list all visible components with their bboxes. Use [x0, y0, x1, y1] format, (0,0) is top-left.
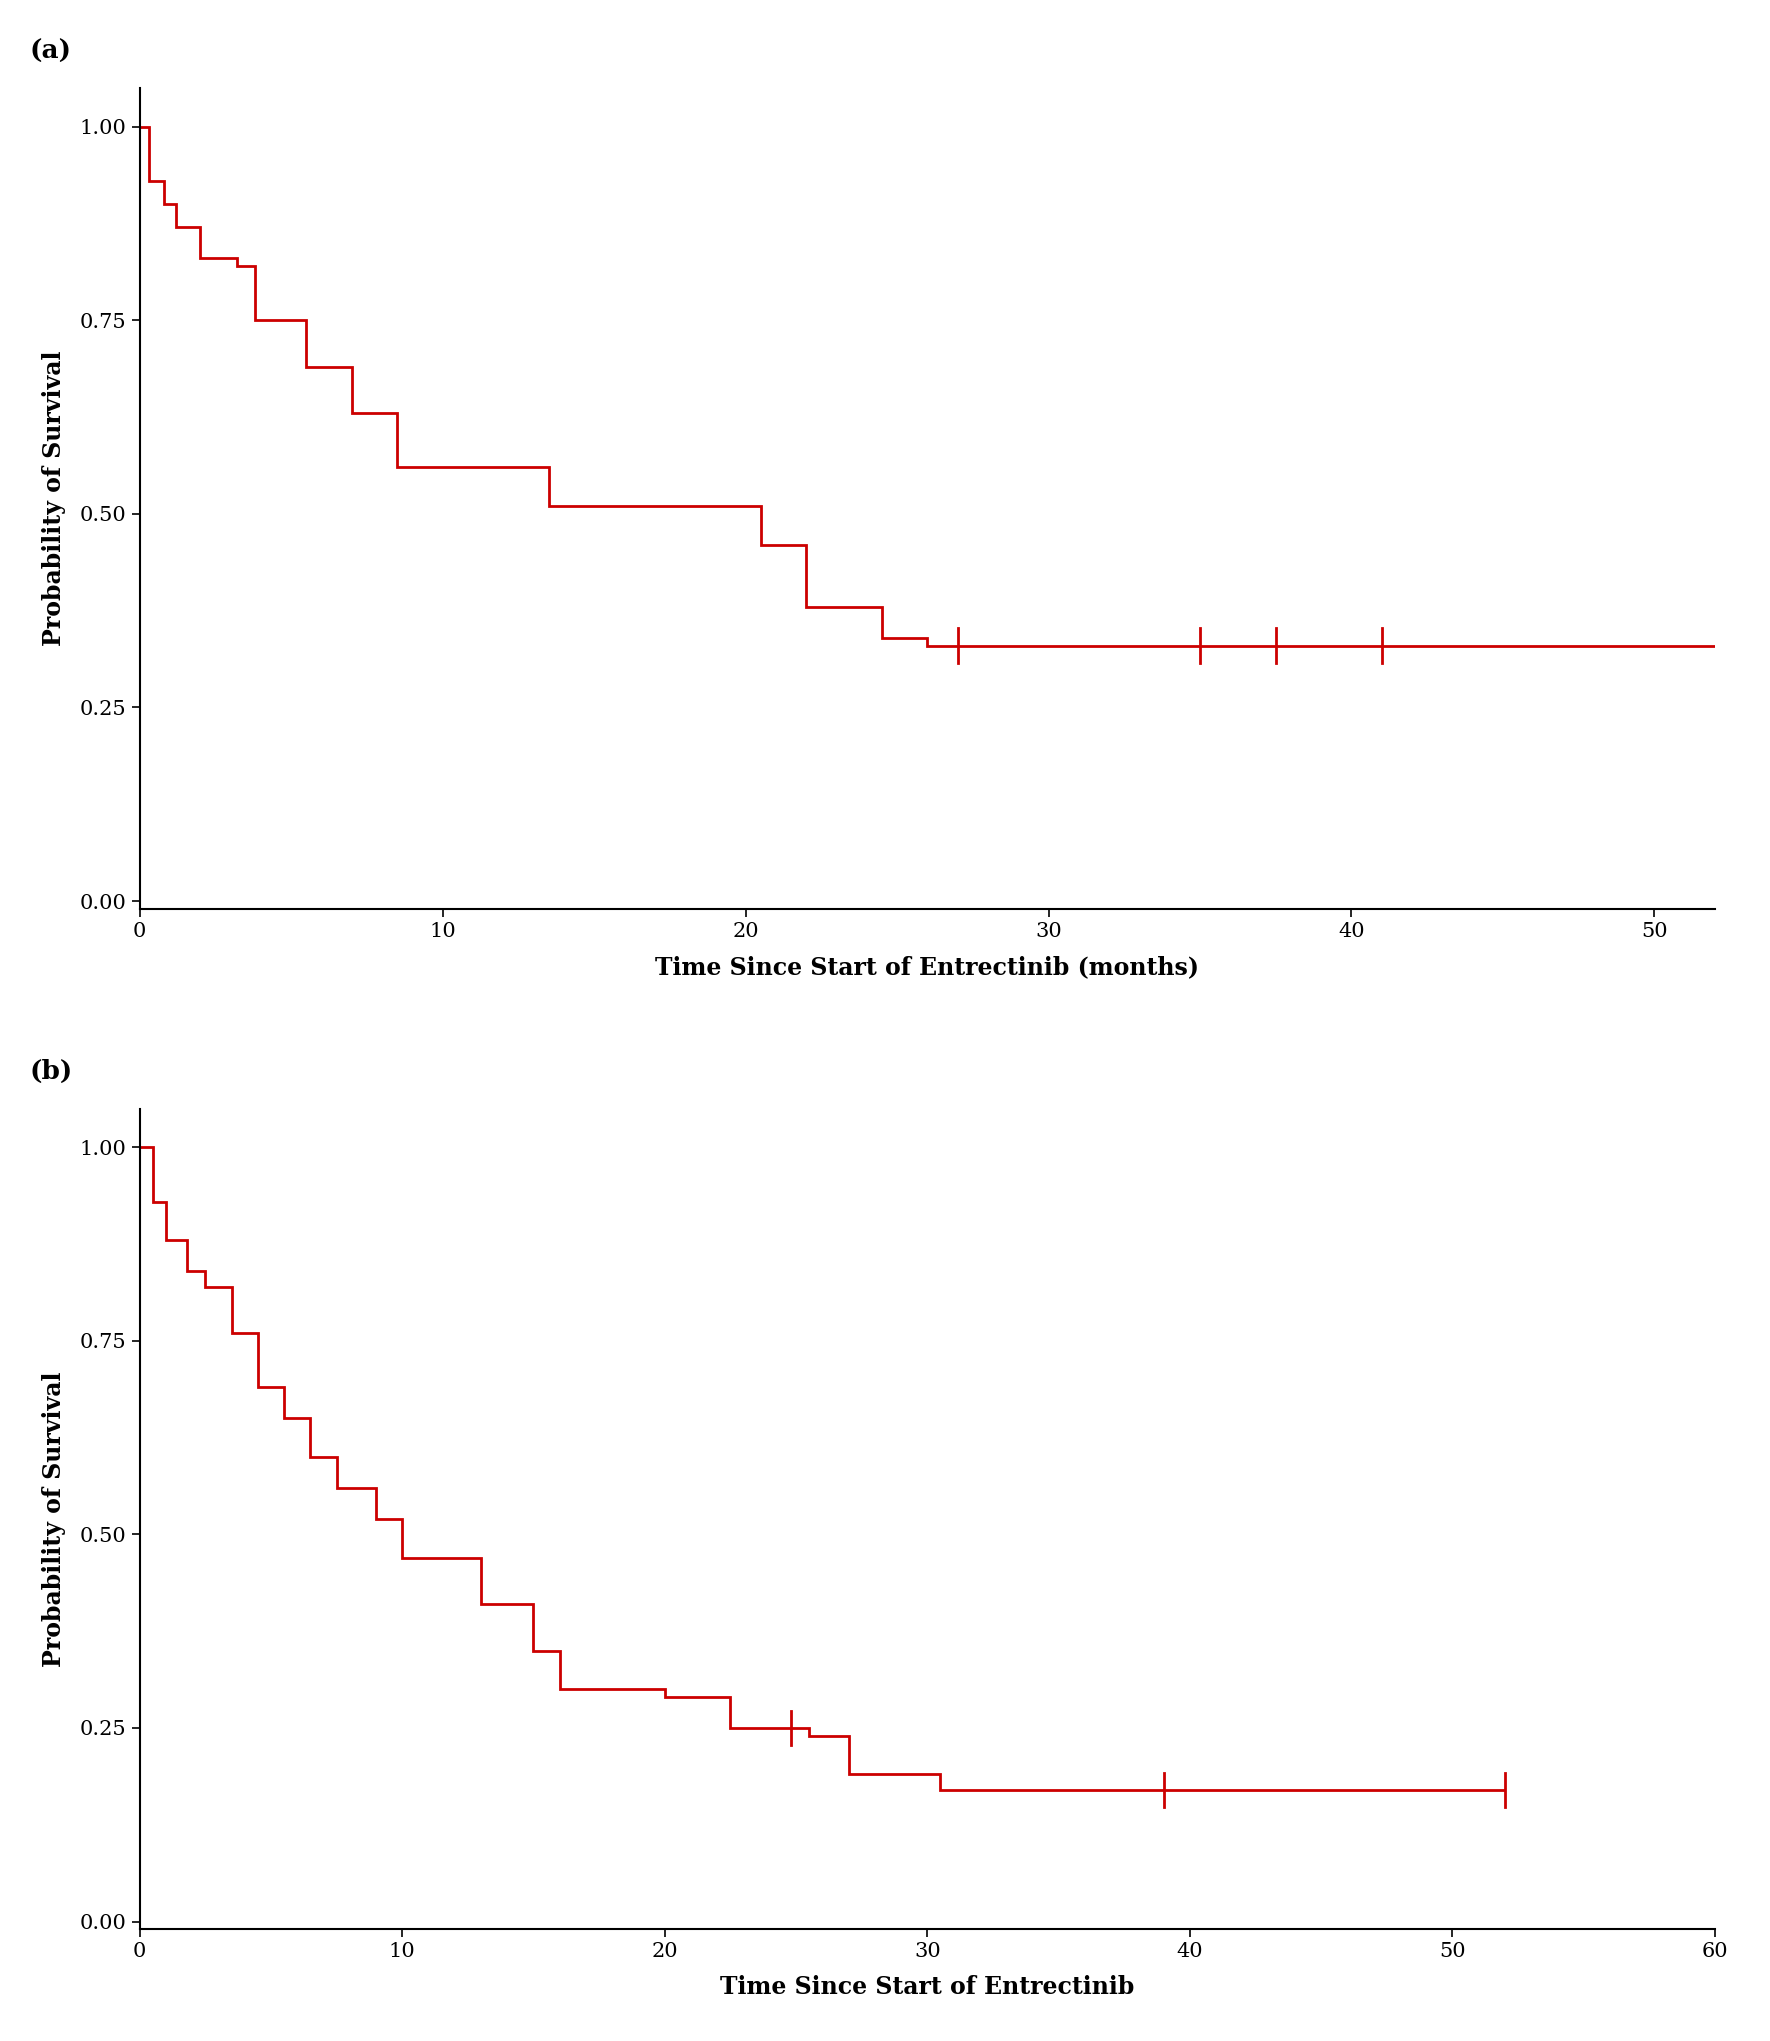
X-axis label: Time Since Start of Entrectinib: Time Since Start of Entrectinib	[720, 1976, 1135, 2000]
Text: (b): (b)	[30, 1059, 73, 1084]
Y-axis label: Probability of Survival: Probability of Survival	[42, 351, 65, 647]
Text: (a): (a)	[30, 39, 71, 63]
X-axis label: Time Since Start of Entrectinib (months): Time Since Start of Entrectinib (months)	[655, 955, 1200, 980]
Y-axis label: Probability of Survival: Probability of Survival	[42, 1372, 65, 1667]
